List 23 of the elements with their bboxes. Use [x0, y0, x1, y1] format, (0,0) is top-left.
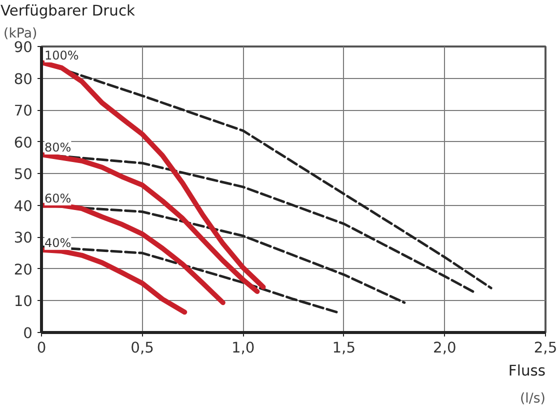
x-axis-title: Fluss (l/s)	[508, 362, 546, 406]
annotation: 60%	[44, 191, 72, 206]
chart-title: Verfügbarer Druck	[0, 2, 136, 20]
x-tick-label: 0,5	[130, 340, 154, 356]
x-tick-label: 2,5	[534, 340, 557, 356]
x-tick-label: 2,0	[433, 340, 456, 356]
x-tick-label: 1,0	[231, 340, 255, 356]
y-tick-label: 70	[14, 102, 33, 120]
y-tick-label: 60	[14, 134, 33, 152]
y-tick-label: 80	[14, 70, 33, 88]
y-tick-label: 50	[14, 166, 33, 184]
x-tick-label: 0	[36, 340, 46, 356]
y-tick-label: 30	[14, 230, 33, 247]
y-axis-title: (kPa)	[4, 26, 38, 42]
y-tick-label: 0	[23, 325, 33, 342]
y-tick-label: 40	[14, 198, 33, 215]
y-tick-label: 10	[14, 293, 33, 310]
annotation: 40%	[44, 236, 72, 250]
annotation: 100%	[44, 48, 79, 62]
x-tick-label: 1,5	[332, 340, 356, 356]
y-tick-label: 20	[14, 261, 33, 278]
annotation: 80%	[44, 140, 72, 155]
y-tick-label: 90	[14, 39, 33, 56]
